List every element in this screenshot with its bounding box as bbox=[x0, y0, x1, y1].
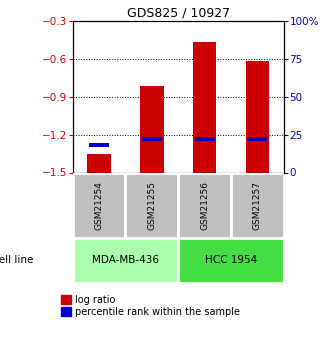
Bar bbox=[73, 172, 125, 238]
Legend: log ratio, percentile rank within the sample: log ratio, percentile rank within the sa… bbox=[61, 295, 240, 317]
Bar bbox=[231, 172, 284, 238]
Title: GDS825 / 10927: GDS825 / 10927 bbox=[127, 7, 230, 20]
Bar bbox=[87, 154, 111, 172]
Text: GSM21255: GSM21255 bbox=[147, 181, 156, 230]
Bar bbox=[140, 87, 164, 172]
Text: GSM21257: GSM21257 bbox=[253, 181, 262, 230]
Text: GSM21256: GSM21256 bbox=[200, 181, 209, 230]
Bar bbox=[247, 137, 268, 141]
Bar bbox=[125, 172, 178, 238]
Bar bbox=[142, 137, 162, 141]
Text: cell line: cell line bbox=[0, 256, 34, 265]
Text: HCC 1954: HCC 1954 bbox=[205, 256, 257, 265]
Bar bbox=[178, 172, 231, 238]
Bar bbox=[194, 137, 215, 141]
Text: GSM21254: GSM21254 bbox=[94, 181, 104, 230]
Bar bbox=[73, 238, 178, 283]
Bar bbox=[178, 238, 284, 283]
Text: MDA-MB-436: MDA-MB-436 bbox=[92, 256, 159, 265]
Bar bbox=[246, 61, 269, 172]
Bar bbox=[89, 143, 109, 147]
Bar bbox=[193, 42, 216, 172]
